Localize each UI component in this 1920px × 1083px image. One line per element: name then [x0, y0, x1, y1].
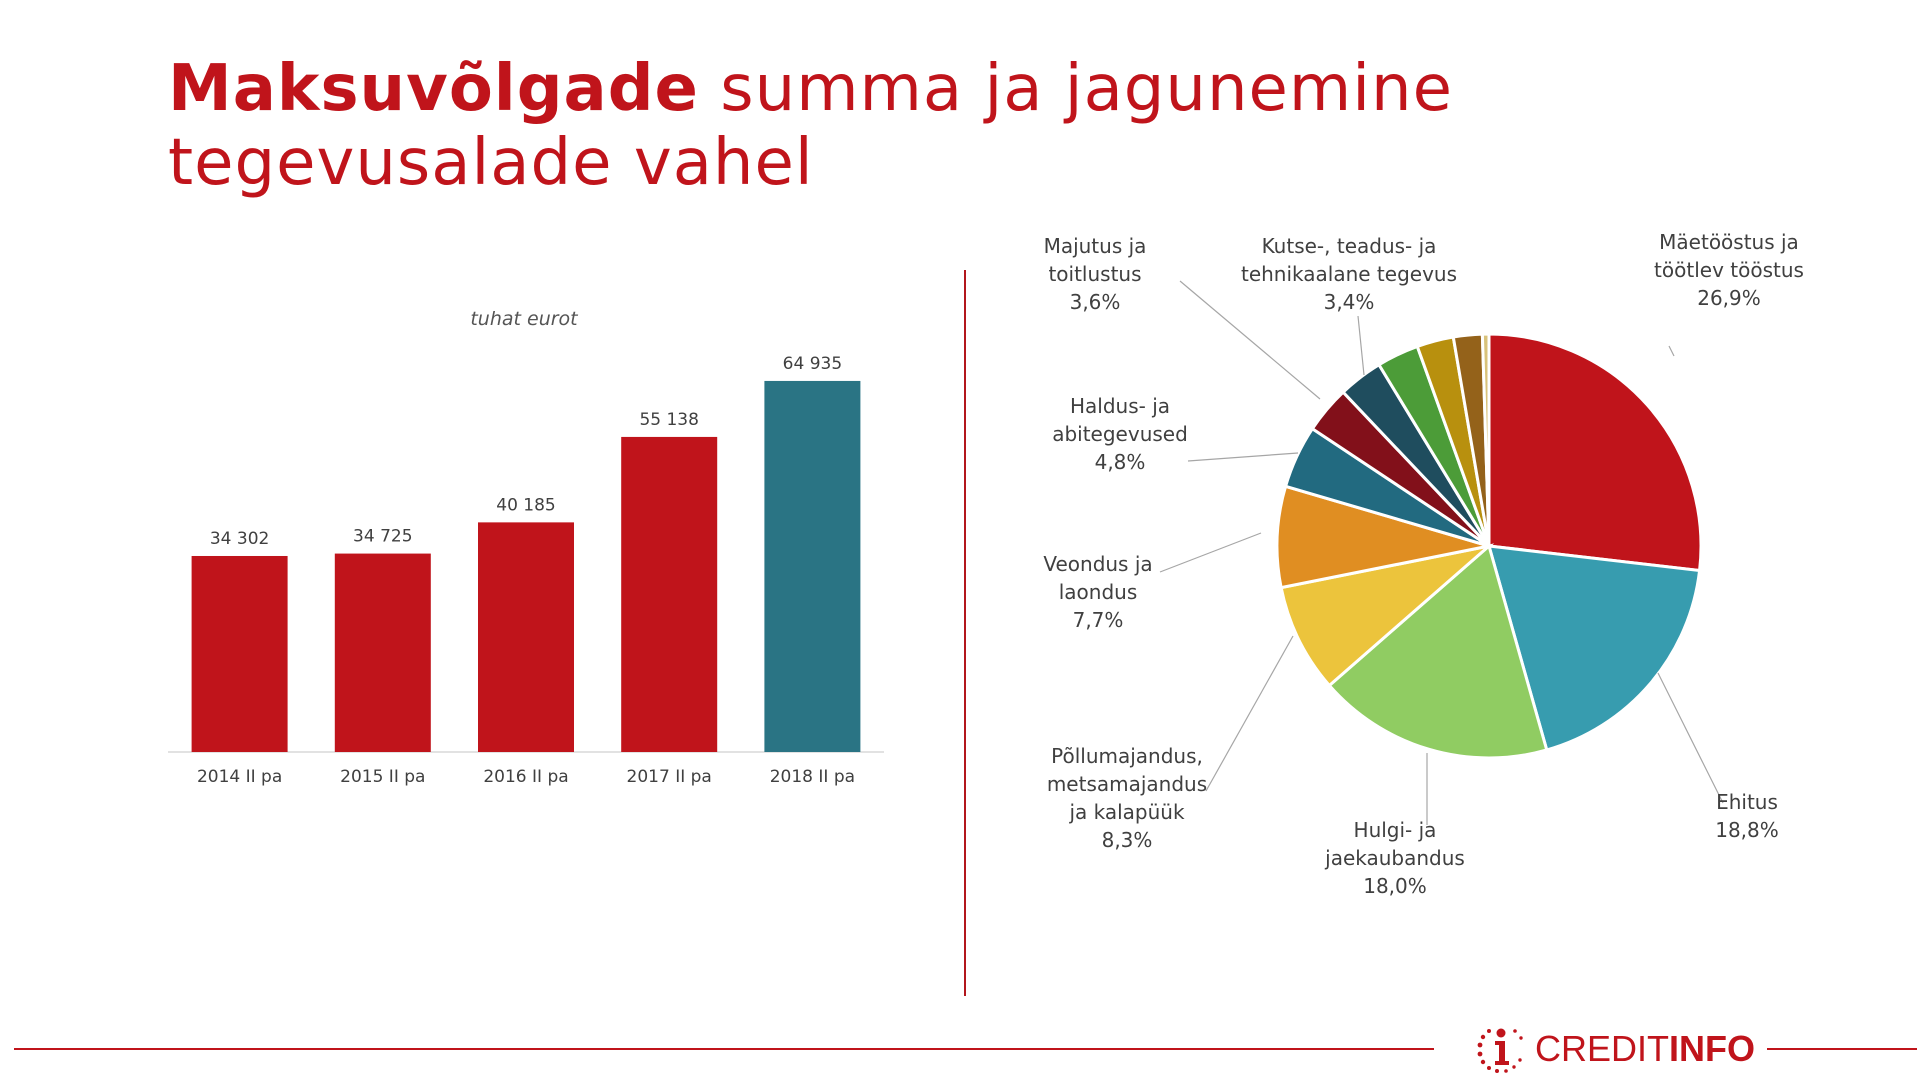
- title-rest: summa ja jagunemine: [698, 52, 1453, 126]
- bar-category-label: 2015 II pa: [340, 767, 425, 787]
- logo-text-info: INFO: [1669, 1028, 1755, 1069]
- pie-slice-label: Ehitus 18,8%: [1715, 790, 1779, 842]
- pie-slice-label: Hulgi- ja jaekaubandus 18,0%: [1324, 818, 1465, 898]
- footer-rule-right: [1767, 1048, 1917, 1050]
- bar-value-label: 34 302: [210, 529, 269, 549]
- title-line-2: tegevusalade vahel: [168, 126, 814, 200]
- bar-2015-ii-pa: [334, 553, 431, 752]
- bar-2014-ii-pa: [191, 555, 288, 752]
- bar-category-label: 2018 II pa: [770, 767, 855, 787]
- bar-value-label: 40 185: [496, 495, 555, 515]
- pie-slice: [1275, 484, 1490, 590]
- pie-slice: [1279, 543, 1495, 688]
- pie-slice-label: Kutse-, teadus- ja tehnikaalane tegevus 3,…: [1241, 234, 1457, 314]
- vertical-divider: [964, 270, 966, 996]
- pie-slice-label: Haldus- ja abitegevused 4,8%: [1052, 394, 1188, 474]
- bar-category-label: 2017 II pa: [627, 767, 712, 787]
- pie-leader-line: [1657, 672, 1724, 804]
- pie-chart: Mäetööstus ja töötlev tööstus 26,9% Ehitus 1…: [1043, 230, 1804, 898]
- footer-rule-left: [14, 1048, 1434, 1050]
- pie-leader-line: [1357, 315, 1365, 376]
- bar-category-label: 2014 II pa: [197, 767, 282, 787]
- bar-chart: tuhat eurot 34 302 2014 II pa 34 725 2015 II…: [168, 308, 884, 787]
- title-line-1: Maksuvõlgade summa ja jagunemine: [168, 52, 1668, 126]
- pie-leader-line: [1205, 635, 1294, 792]
- title-bold: Maksuvõlgade: [168, 52, 699, 126]
- pie-leader-line: [1187, 452, 1299, 462]
- bar-2016-ii-pa: [478, 522, 574, 752]
- creditinfo-logo: CREDITINFO: [1475, 1020, 1755, 1078]
- bar-value-label: 64 935: [783, 354, 842, 374]
- pie-slice-label: Põllumajandus, metsamajandus ja kalapüük 8,…: [1047, 744, 1207, 852]
- logo-mark-icon: [1477, 1028, 1523, 1073]
- pie-slice: [1487, 332, 1703, 573]
- bar-category-label: 2016 II pa: [483, 767, 568, 787]
- bar-value-label: 34 725: [353, 527, 412, 547]
- pie-slice-label: Veondus ja laondus 7,7%: [1043, 552, 1152, 632]
- logo-text: CREDITINFO: [1535, 1028, 1755, 1070]
- pie-slice: [1486, 544, 1702, 752]
- pie-slice: [1327, 543, 1549, 760]
- pie-slice-label: Mäetööstus ja töötlev tööstus 26,9%: [1654, 230, 1804, 310]
- pie-slice-label: Majutus ja toitlustus 3,6%: [1044, 234, 1147, 314]
- bar-value-label: 55 138: [639, 410, 698, 430]
- pie-leader-line: [1159, 532, 1262, 573]
- logo-text-credit: CREDIT: [1535, 1028, 1669, 1069]
- bar-chart-title: tuhat eurot: [470, 308, 579, 330]
- page-title: Maksuvõlgade summa ja jagunemine tegevus…: [168, 52, 1668, 200]
- pie-leader-line: [1668, 345, 1675, 357]
- bar-2018-ii-pa: [764, 380, 861, 752]
- pie-slice: [1480, 332, 1491, 547]
- bar-2017-ii-pa: [621, 436, 718, 752]
- pie-leader-line: [1179, 280, 1321, 400]
